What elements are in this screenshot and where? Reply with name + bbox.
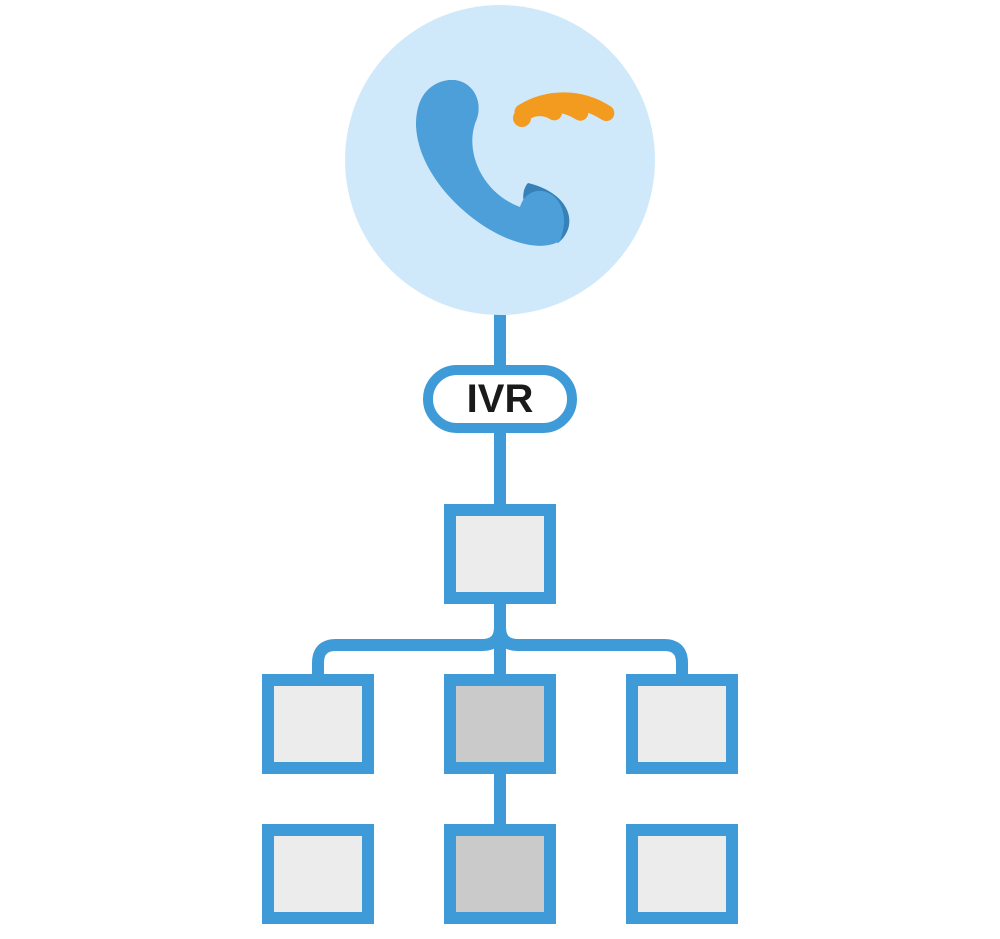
tree-node [632,680,732,768]
tree-node [450,830,550,918]
tree-node [632,830,732,918]
tree-node [450,680,550,768]
ivr-diagram: IVR [0,0,1000,939]
tree-node [268,680,368,768]
circle-bg [345,5,655,315]
ivr-label: IVR [467,377,534,421]
tree-node [450,510,550,598]
phone-circle [345,5,655,315]
ivr-pill: IVR [428,370,572,428]
tree-node [268,830,368,918]
